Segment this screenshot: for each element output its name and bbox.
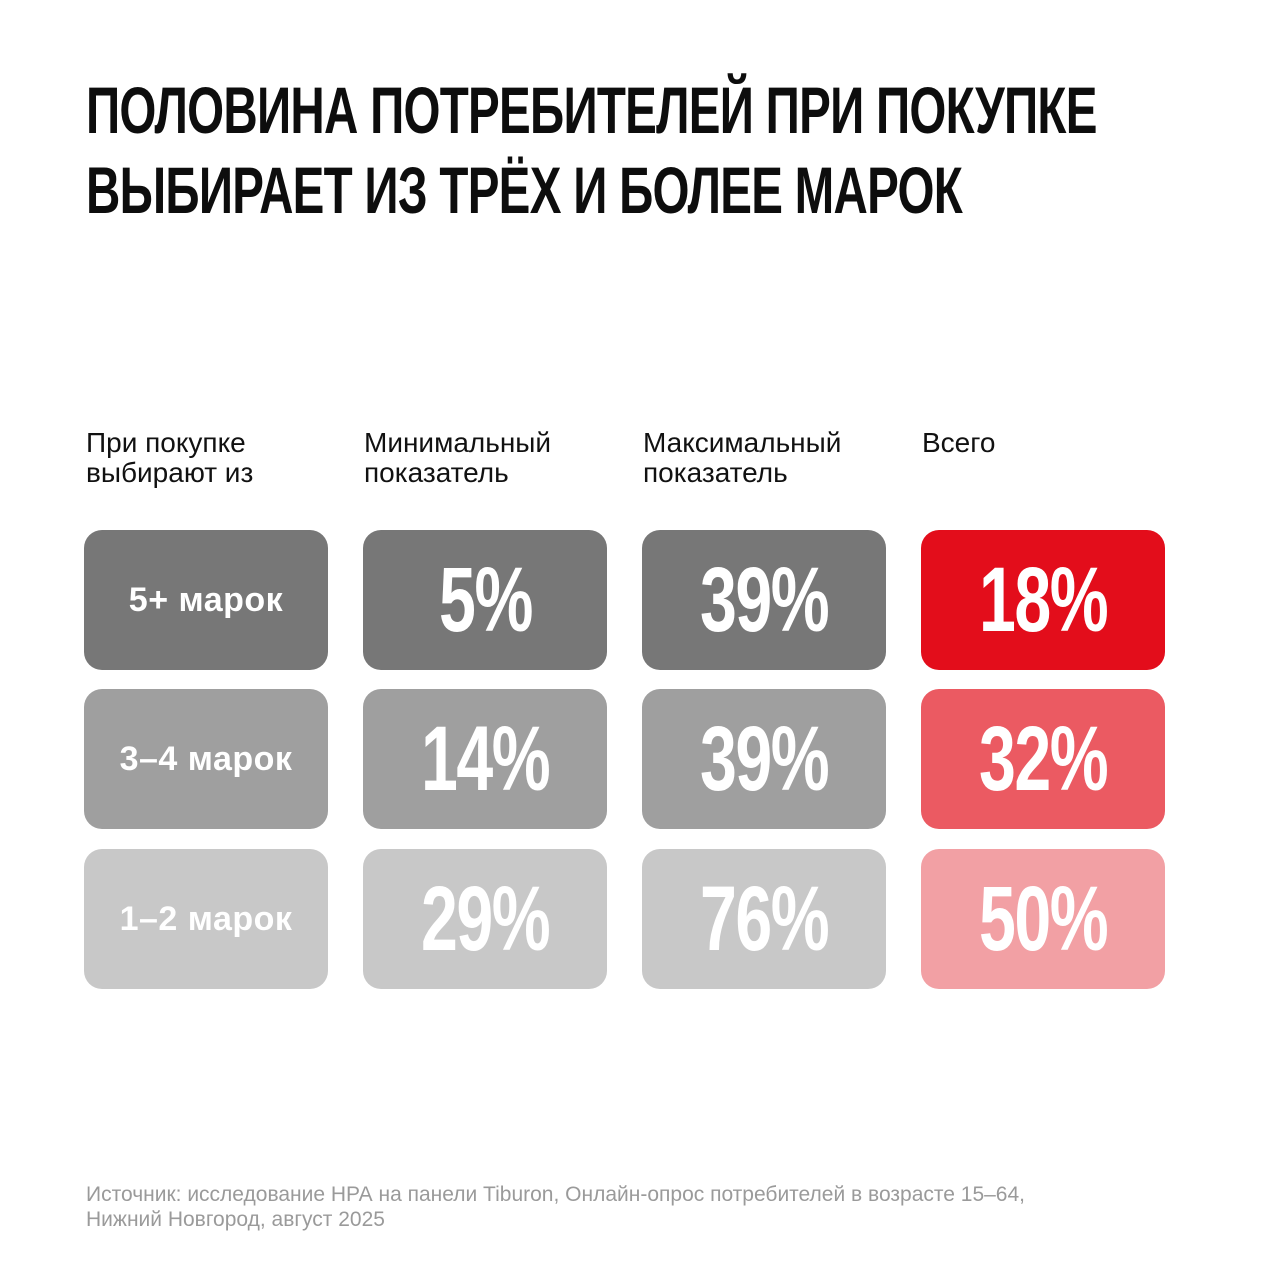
total-value: 18% bbox=[978, 548, 1109, 651]
header-min-line-2: показатель bbox=[364, 457, 509, 488]
max-value: 76% bbox=[699, 867, 830, 970]
tile-total-row-1: 18% bbox=[921, 530, 1165, 670]
title-line-1: ПОЛОВИНА ПОТРЕБИТЕЛЕЙ ПРИ ПОКУПКЕ bbox=[86, 73, 1097, 147]
header-max-line-1: Максимальный bbox=[643, 427, 842, 458]
total-value: 50% bbox=[978, 867, 1109, 970]
tile-total-row-3: 50% bbox=[921, 849, 1165, 989]
source-line-1: Источник: исследование НРА на панели Tib… bbox=[86, 1183, 1026, 1206]
tile-max-row-3: 76% bbox=[642, 849, 886, 989]
tile-label-row-1: 5+ марок bbox=[84, 530, 328, 670]
min-value: 14% bbox=[420, 707, 551, 810]
max-value: 39% bbox=[699, 707, 830, 810]
row-label: 5+ марок bbox=[128, 580, 284, 619]
title-line-2: ВЫБИРАЕТ ИЗ ТРЁХ И БОЛЕЕ МАРОК bbox=[86, 153, 963, 227]
row-label: 1–2 марок bbox=[119, 899, 293, 938]
header-category: При покупке выбирают из bbox=[86, 428, 336, 488]
tile-max-row-2: 39% bbox=[642, 689, 886, 829]
tile-label-row-3: 1–2 марок bbox=[84, 849, 328, 989]
header-max: Максимальный показатель bbox=[643, 428, 893, 488]
tile-min-row-1: 5% bbox=[363, 530, 607, 670]
min-value: 29% bbox=[420, 867, 551, 970]
tile-min-row-2: 14% bbox=[363, 689, 607, 829]
header-total: Всего bbox=[922, 428, 1172, 458]
header-total-line-1: Всего bbox=[922, 427, 996, 458]
header-min: Минимальный показатель bbox=[364, 428, 614, 488]
source-line-2: Нижний Новгород, август 2025 bbox=[86, 1208, 385, 1231]
min-value: 5% bbox=[438, 548, 533, 651]
header-min-line-1: Минимальный bbox=[364, 427, 552, 458]
tile-min-row-3: 29% bbox=[363, 849, 607, 989]
tile-label-row-2: 3–4 марок bbox=[84, 689, 328, 829]
header-category-line-1: При покупке bbox=[86, 427, 246, 458]
row-label: 3–4 марок bbox=[119, 739, 293, 778]
page-title: ПОЛОВИНА ПОТРЕБИТЕЛЕЙ ПРИ ПОКУПКЕ ВЫБИРА… bbox=[86, 70, 1097, 230]
tile-max-row-1: 39% bbox=[642, 530, 886, 670]
max-value: 39% bbox=[699, 548, 830, 651]
header-category-line-2: выбирают из bbox=[86, 457, 254, 488]
header-max-line-2: показатель bbox=[643, 457, 788, 488]
tile-total-row-2: 32% bbox=[921, 689, 1165, 829]
total-value: 32% bbox=[978, 707, 1109, 810]
source-footnote: Источник: исследование НРА на панели Tib… bbox=[86, 1182, 1226, 1232]
